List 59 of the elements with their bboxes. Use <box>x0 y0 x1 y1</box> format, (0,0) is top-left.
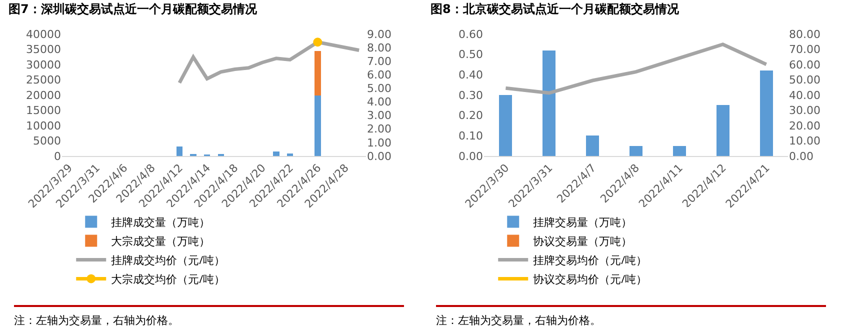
y2-tick-label: 4.00 <box>367 96 392 109</box>
y2-tick-label: 50.00 <box>789 74 820 87</box>
bar <box>586 136 600 156</box>
bar <box>314 51 321 96</box>
y-tick-label: 0 <box>54 150 61 163</box>
text: 注：左轴为交易量，右轴为价格。 <box>14 305 404 328</box>
bar <box>672 146 686 156</box>
text: 注：左轴为交易量，右轴为价格。 <box>436 305 826 328</box>
y-tick-label: 5000 <box>33 134 61 148</box>
y2-tick-label: 7.00 <box>367 54 392 68</box>
legend-label: 挂牌交易量（万吨） <box>533 215 632 230</box>
y2-tick-label: 20.00 <box>789 119 820 132</box>
y2-tick-label: 0.00 <box>789 150 814 163</box>
y2-tick-label: 40.00 <box>789 88 820 102</box>
y2-tick-label: 70.00 <box>789 43 820 56</box>
y2-tick-label: 0.00 <box>367 150 392 163</box>
y-tick-label: 40000 <box>26 28 61 41</box>
y-tick-label: 0.50 <box>458 48 483 62</box>
y2-tick-label: 8.00 <box>367 41 392 54</box>
chart-title: 图7：深圳碳交易试点近一个月碳配额交易情况 <box>8 2 258 16</box>
y-tick-label: 0.20 <box>458 109 483 122</box>
line-series <box>504 42 768 95</box>
legend-label: 挂牌成交量（万吨） <box>111 215 210 230</box>
bar <box>629 146 643 156</box>
legend-label: 大宗成交均价（元/吨） <box>111 272 226 288</box>
bar <box>499 95 512 156</box>
y-tick-label: 25000 <box>26 74 61 87</box>
y-tick-label: 0.10 <box>458 130 483 143</box>
y-tick-label: 10000 <box>26 119 61 132</box>
y-tick-label: 0.40 <box>458 68 483 82</box>
bar <box>760 70 773 156</box>
y-tick-label: 20000 <box>26 88 61 102</box>
y-tick-label: 0.60 <box>458 28 483 41</box>
y2-tick-label: 3.00 <box>367 109 392 122</box>
y2-tick-label: 5.00 <box>367 82 392 96</box>
y2-tick-label: 9.00 <box>367 28 392 41</box>
y2-tick-label: 2.00 <box>367 122 392 136</box>
legend-label: 协议交易量（万吨） <box>533 234 632 250</box>
y2-tick-label: 30.00 <box>789 104 820 118</box>
bar <box>716 105 730 156</box>
legend-label: 挂牌交易均价（元/吨） <box>533 253 648 268</box>
y2-tick-label: 80.00 <box>789 28 820 41</box>
y-tick-label: 15000 <box>26 104 61 118</box>
y2-tick-label: 6.00 <box>367 68 392 82</box>
bar <box>314 95 321 156</box>
y2-tick-label: 10.00 <box>789 134 820 148</box>
legend-label: 大宗成交量（万吨） <box>111 234 210 250</box>
chart-title: 图8：北京碳交易试点近一个月碳配额交易情况 <box>430 2 680 16</box>
bar <box>176 146 183 156</box>
y-tick-label: 0.00 <box>458 150 483 163</box>
legend-label: 协议交易均价（元/吨） <box>533 272 648 288</box>
y2-tick-label: 1.00 <box>367 136 392 150</box>
y-tick-label: 0.30 <box>458 88 483 102</box>
bar <box>542 50 556 156</box>
y2-tick-label: 60.00 <box>789 58 820 72</box>
legend-label: 挂牌成交均价（元/吨） <box>111 253 226 268</box>
bar <box>273 151 280 156</box>
y-tick-label: 35000 <box>26 43 61 56</box>
y-tick-label: 30000 <box>26 58 61 72</box>
